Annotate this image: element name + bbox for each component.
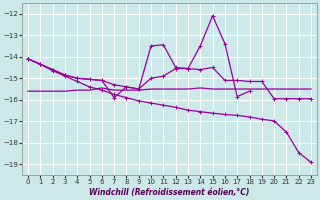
X-axis label: Windchill (Refroidissement éolien,°C): Windchill (Refroidissement éolien,°C) <box>89 188 250 197</box>
